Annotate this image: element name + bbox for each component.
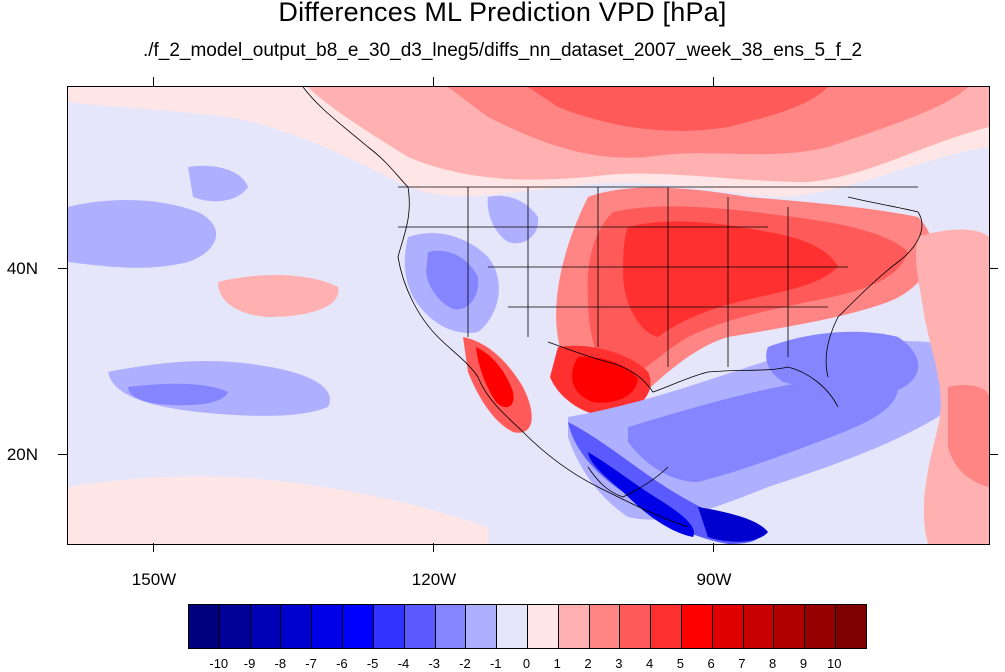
colorbar-label: -1 <box>489 656 502 671</box>
colorbar-cell <box>373 605 405 648</box>
x-tick <box>433 543 434 552</box>
colorbar-cell <box>774 605 806 648</box>
x-tick <box>153 543 154 552</box>
x-tick <box>713 77 714 86</box>
colorbar-label: -8 <box>274 656 287 671</box>
colorbar-label: -2 <box>459 656 471 671</box>
colorbar-cell <box>466 605 498 648</box>
colorbar-cell <box>620 605 652 648</box>
colorbar-label: -5 <box>366 656 379 671</box>
colorbar-cell <box>435 605 467 648</box>
lat-label-40n: 40N <box>6 259 38 278</box>
colorbar-label: 6 <box>707 656 715 671</box>
lon-label-120w: 120W <box>411 570 457 589</box>
colorbar-label: 7 <box>738 656 746 671</box>
colorbar-cell <box>589 605 621 648</box>
colorbar-label: 3 <box>615 656 623 671</box>
vpd-difference-field <box>68 87 989 544</box>
colorbar-label: -9 <box>243 656 256 671</box>
colorbar-label: 4 <box>645 656 654 671</box>
lat-label-20n: 20N <box>6 445 38 464</box>
colorbar-cell <box>558 605 590 648</box>
y-tick <box>989 454 998 455</box>
colorbar-label: -6 <box>336 656 348 671</box>
colorbar-cell <box>682 605 713 648</box>
colorbar-cell <box>836 605 866 648</box>
x-tick <box>713 543 714 552</box>
colorbar-cell <box>651 605 682 648</box>
colorbar-cell <box>404 605 436 648</box>
colorbar-cell <box>189 605 220 648</box>
colorbar-label: 5 <box>676 656 684 671</box>
colorbar-label: 1 <box>553 656 561 671</box>
colorbar-cell <box>219 605 251 648</box>
colorbar-label: 0 <box>522 656 531 671</box>
colorbar-label: -7 <box>305 656 317 671</box>
y-tick <box>58 268 67 269</box>
colorbar-label: 10 <box>826 656 842 671</box>
lon-label-90w: 90W <box>696 570 732 589</box>
x-tick <box>433 77 434 86</box>
colorbar-cell <box>712 605 744 648</box>
colorbar-cell <box>805 605 837 648</box>
colorbar-label: 9 <box>799 656 808 671</box>
colorbar-label: -3 <box>428 656 440 671</box>
colorbar-cell <box>743 605 775 648</box>
colorbar-cell <box>250 605 282 648</box>
colorbar-label: 8 <box>769 656 777 671</box>
map-panel <box>67 86 990 545</box>
colorbar-label: -10 <box>209 656 229 671</box>
colorbar-label: 2 <box>584 656 592 671</box>
y-tick <box>58 454 67 455</box>
colorbar-cell <box>312 605 344 648</box>
colorbar-cell <box>343 605 374 648</box>
map-title: Differences ML Prediction VPD [hPa] <box>278 0 727 27</box>
colorbar-cell <box>281 605 313 648</box>
colorbar-cell <box>497 605 528 648</box>
map-subtitle: ./f_2_model_output_b8_e_30_d3_lneg5/diff… <box>142 40 863 61</box>
colorbar-cell <box>527 605 559 648</box>
y-tick <box>989 268 998 269</box>
colorbar <box>188 604 867 649</box>
colorbar-label: -4 <box>397 656 410 671</box>
x-tick <box>153 77 154 86</box>
lon-label-150w: 150W <box>131 570 177 589</box>
